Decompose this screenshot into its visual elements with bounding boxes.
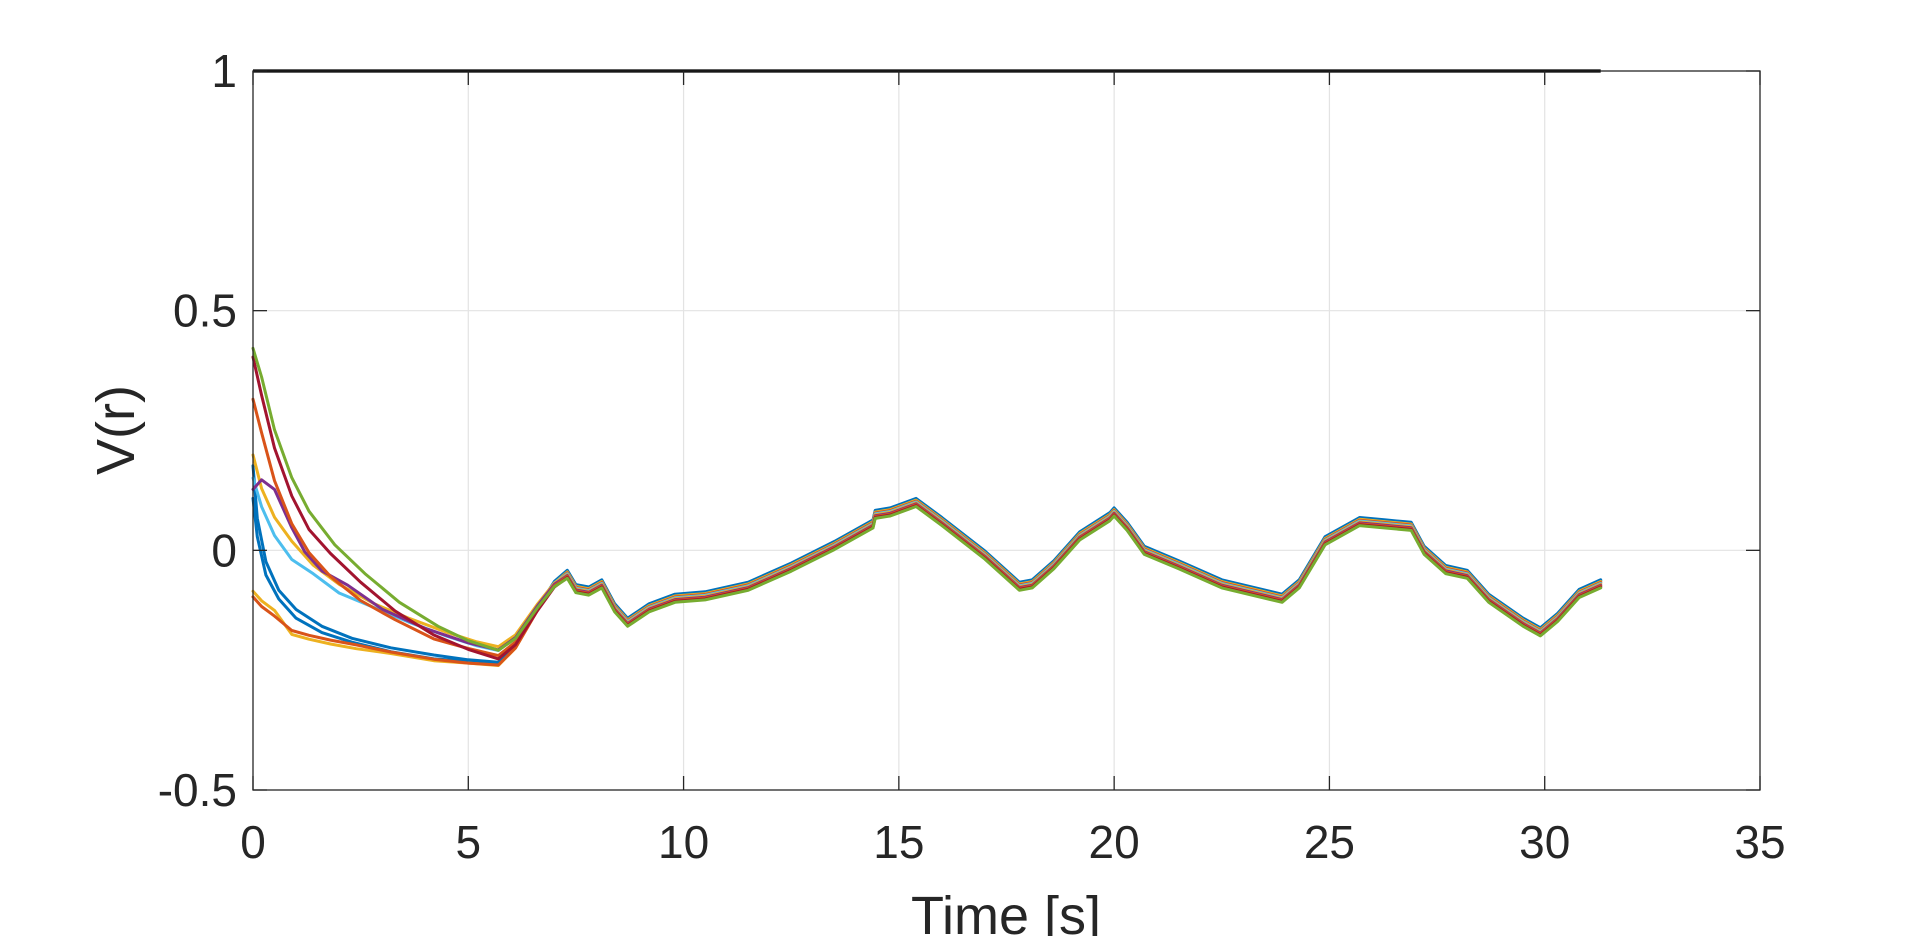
x-tick-label: 25 bbox=[1304, 816, 1355, 868]
x-tick-label: 0 bbox=[240, 816, 266, 868]
x-tick-label: 5 bbox=[455, 816, 481, 868]
y-axis-label: V(r) bbox=[86, 385, 146, 475]
x-tick-label: 30 bbox=[1519, 816, 1570, 868]
x-tick-label: 20 bbox=[1089, 816, 1140, 868]
x-tick-labels: 0 5 10 15 20 25 30 35 bbox=[240, 816, 1785, 868]
x-axis-label: Time [s] bbox=[911, 886, 1101, 936]
axes bbox=[252, 70, 1761, 791]
y-tick-label: -0.5 bbox=[158, 764, 237, 816]
axes-box bbox=[252, 70, 1761, 791]
y-tick-label: 0.5 bbox=[173, 285, 237, 337]
y-tick-label: 1 bbox=[211, 45, 237, 97]
series-line bbox=[251, 346, 1603, 652]
tick-marks bbox=[252, 70, 1761, 791]
y-tick-labels: -0.5 0 0.5 1 bbox=[158, 45, 237, 816]
y-tick-label: 0 bbox=[211, 524, 237, 576]
x-tick-label: 10 bbox=[658, 816, 709, 868]
plot-area bbox=[253, 71, 1760, 790]
x-tick-label: 35 bbox=[1734, 816, 1785, 868]
x-tick-label: 15 bbox=[873, 816, 924, 868]
grid-lines bbox=[253, 71, 1760, 790]
